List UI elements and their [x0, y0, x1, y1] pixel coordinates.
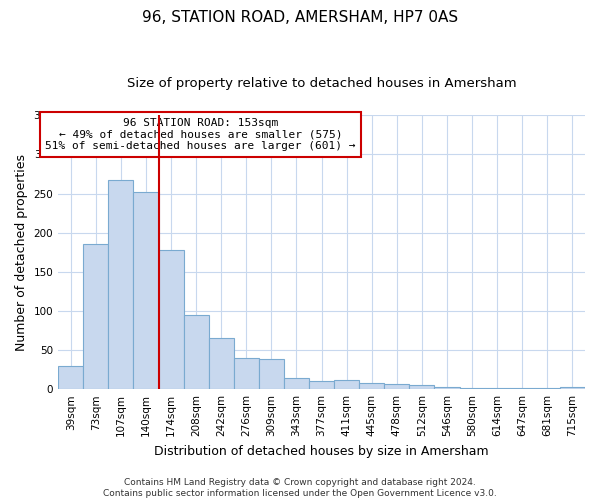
Bar: [460, 388, 485, 389]
Text: 96, STATION ROAD, AMERSHAM, HP7 0AS: 96, STATION ROAD, AMERSHAM, HP7 0AS: [142, 10, 458, 25]
Bar: [284, 378, 309, 389]
Bar: [535, 388, 560, 389]
Text: 96 STATION ROAD: 153sqm
← 49% of detached houses are smaller (575)
51% of semi-d: 96 STATION ROAD: 153sqm ← 49% of detache…: [45, 118, 356, 151]
Bar: [560, 387, 585, 389]
Bar: [385, 384, 409, 389]
Bar: [109, 180, 133, 389]
Bar: [434, 387, 460, 389]
Bar: [58, 366, 83, 389]
Bar: [259, 358, 284, 389]
Bar: [334, 380, 359, 389]
Bar: [184, 315, 209, 389]
Bar: [158, 250, 184, 389]
Bar: [133, 192, 158, 389]
Text: Contains HM Land Registry data © Crown copyright and database right 2024.
Contai: Contains HM Land Registry data © Crown c…: [103, 478, 497, 498]
Bar: [309, 382, 334, 389]
Bar: [83, 244, 109, 389]
Bar: [485, 388, 510, 389]
Title: Size of property relative to detached houses in Amersham: Size of property relative to detached ho…: [127, 78, 517, 90]
X-axis label: Distribution of detached houses by size in Amersham: Distribution of detached houses by size …: [154, 444, 489, 458]
Bar: [234, 358, 259, 389]
Bar: [510, 388, 535, 389]
Bar: [409, 386, 434, 389]
Bar: [209, 338, 234, 389]
Bar: [359, 383, 385, 389]
Y-axis label: Number of detached properties: Number of detached properties: [15, 154, 28, 350]
